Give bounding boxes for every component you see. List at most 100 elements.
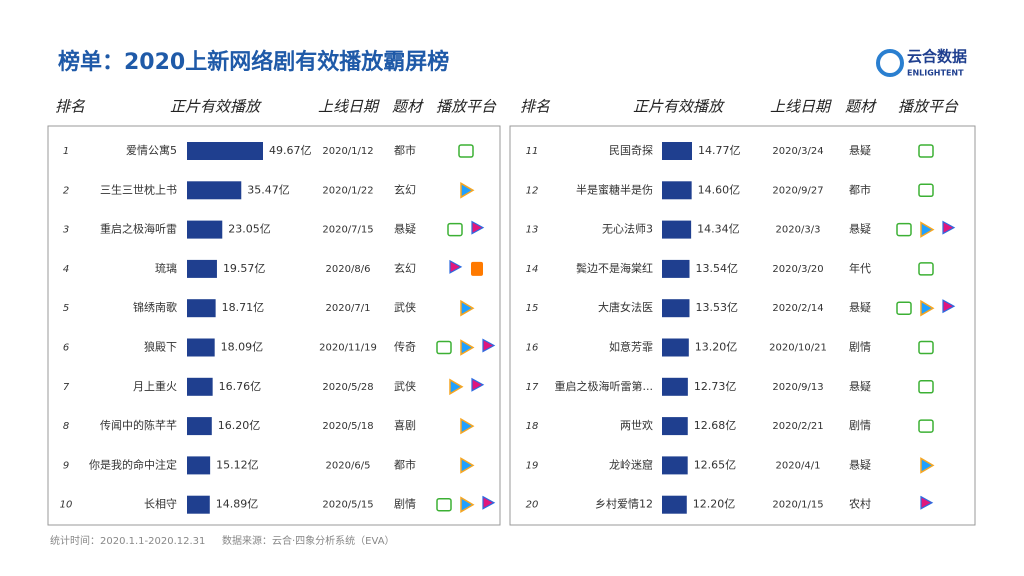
iqiyi-icon xyxy=(447,222,463,237)
views-bar xyxy=(187,495,210,514)
release-date: 2020/6/5 xyxy=(326,460,371,471)
footer-period: 统计时间：2020.1.1-2020.12.31 xyxy=(50,534,205,547)
iqiyi-icon xyxy=(918,183,934,198)
drama-title: 锦绣南歌 xyxy=(133,300,177,314)
views-bar xyxy=(662,142,692,160)
genre: 悬疑 xyxy=(394,223,416,236)
rank: 1 xyxy=(63,146,69,157)
tencent-icon xyxy=(920,221,935,238)
panel-frame xyxy=(509,125,976,526)
footer-source: 数据来源：云合·四象分析系统（EVA） xyxy=(222,534,395,547)
drama-title: 琉璃 xyxy=(155,261,177,275)
column-header: 题材 xyxy=(392,98,424,116)
iqiyi-icon xyxy=(918,380,934,394)
rank: 12 xyxy=(526,185,539,196)
genre: 玄幻 xyxy=(394,182,416,196)
drama-title: 爱情公寓5 xyxy=(126,143,177,157)
genre: 悬疑 xyxy=(849,380,871,393)
drama-title: 月上重火 xyxy=(133,379,177,393)
title: 榜单：2020上新网络剧有效播放霸屏榜 xyxy=(58,49,449,75)
youku-icon xyxy=(482,338,496,353)
views-bar xyxy=(187,338,215,357)
views-label: 12.68亿 xyxy=(694,419,737,432)
release-date: 2020/3/20 xyxy=(772,264,823,275)
views-label: 12.73亿 xyxy=(694,380,737,393)
views-label: 49.67亿 xyxy=(269,144,312,157)
drama-title: 传闻中的陈芊芊 xyxy=(100,418,177,432)
logo-sub: ENLIGHTENT xyxy=(907,69,964,78)
genre: 都市 xyxy=(849,182,871,196)
tencent-icon xyxy=(460,417,475,435)
rank: 2 xyxy=(63,185,69,196)
rank: 6 xyxy=(63,343,69,354)
views-label: 13.54亿 xyxy=(696,262,739,275)
youku-icon xyxy=(471,220,485,235)
iqiyi-icon xyxy=(436,497,452,512)
column-header: 播放平台 xyxy=(436,98,497,116)
views-bar xyxy=(662,456,688,475)
column-header: 正片有效播放 xyxy=(170,98,262,116)
release-date: 2020/5/18 xyxy=(322,421,373,432)
genre: 悬疑 xyxy=(849,144,871,157)
logo-icon xyxy=(876,49,904,77)
release-date: 2020/3/24 xyxy=(772,146,823,157)
genre: 农村 xyxy=(849,497,871,511)
rank: 14 xyxy=(526,264,539,275)
rank: 9 xyxy=(63,460,69,471)
views-label: 13.20亿 xyxy=(695,341,738,354)
release-date: 2020/3/3 xyxy=(776,225,821,236)
rank: 15 xyxy=(526,303,539,314)
iqiyi-icon xyxy=(896,301,912,315)
views-label: 12.20亿 xyxy=(693,498,736,511)
youku-icon xyxy=(482,495,496,510)
views-label: 35.47亿 xyxy=(247,183,289,196)
views-bar xyxy=(662,495,687,514)
youku-icon xyxy=(942,220,956,235)
drama-title: 狼殿下 xyxy=(144,340,177,354)
views-label: 15.12亿 xyxy=(216,458,258,471)
column-header: 上线日期 xyxy=(318,98,380,116)
drama-title: 乡村爱情12 xyxy=(595,497,653,511)
drama-title: 无心法师3 xyxy=(602,222,653,236)
drama-title: 重启之极海听雷 xyxy=(100,222,177,236)
views-bar xyxy=(662,259,690,278)
genre: 悬疑 xyxy=(849,301,871,314)
genre: 悬疑 xyxy=(849,458,871,471)
column-header: 排名 xyxy=(520,98,551,116)
views-label: 13.53亿 xyxy=(695,301,738,314)
genre: 剧情 xyxy=(394,498,416,511)
views-label: 14.60亿 xyxy=(698,183,741,196)
youku-icon xyxy=(920,495,934,510)
genre: 玄幻 xyxy=(394,261,416,275)
iqiyi-icon xyxy=(918,262,934,276)
drama-title: 重启之极海听雷第... xyxy=(555,379,654,393)
rank: 10 xyxy=(60,500,73,511)
tencent-icon xyxy=(460,496,475,514)
release-date: 2020/2/21 xyxy=(772,421,823,432)
views-label: 16.76亿 xyxy=(219,380,262,393)
release-date: 2020/2/14 xyxy=(772,303,823,314)
drama-title: 大唐女法医 xyxy=(598,300,653,314)
rank: 5 xyxy=(63,303,69,314)
views-bar xyxy=(662,220,692,239)
iqiyi-icon xyxy=(918,340,934,355)
views-label: 14.34亿 xyxy=(697,223,740,236)
drama-title: 半是蜜糖半是伤 xyxy=(576,182,653,196)
views-bar xyxy=(662,377,688,396)
column-header: 排名 xyxy=(55,98,86,116)
release-date: 2020/1/22 xyxy=(322,185,373,196)
genre: 悬疑 xyxy=(849,223,871,236)
release-date: 2020/1/12 xyxy=(322,146,373,157)
release-date: 2020/5/15 xyxy=(322,500,373,511)
iqiyi-icon xyxy=(458,144,474,158)
youku-icon xyxy=(449,259,463,274)
tencent-icon xyxy=(449,378,464,396)
rank: 18 xyxy=(526,421,539,432)
release-date: 2020/7/15 xyxy=(322,225,373,236)
tencent-icon xyxy=(460,299,475,317)
views-label: 14.77亿 xyxy=(698,144,741,157)
rank: 17 xyxy=(526,382,539,393)
drama-title: 你是我的命中注定 xyxy=(89,457,177,471)
